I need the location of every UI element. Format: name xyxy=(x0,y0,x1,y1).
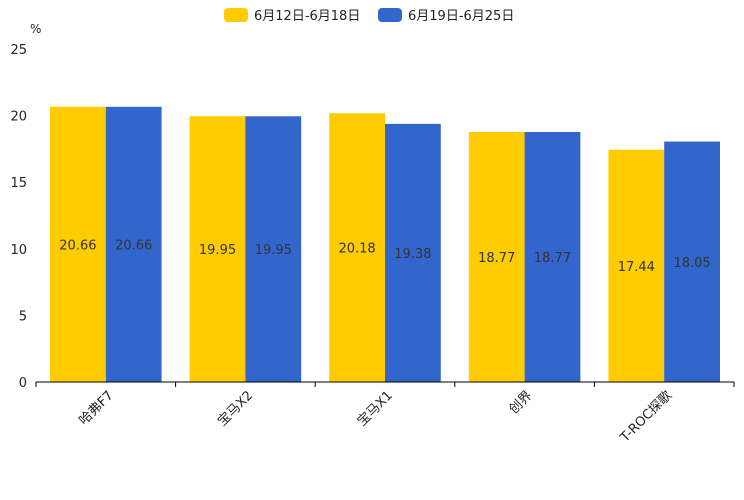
x-tick-label: 创界 xyxy=(506,388,535,417)
y-tick-label: 15 xyxy=(10,176,27,191)
bar xyxy=(608,149,665,382)
data-label: 19.95 xyxy=(199,243,236,258)
data-label: 20.66 xyxy=(59,238,96,253)
data-label: 19.95 xyxy=(255,243,292,258)
bar xyxy=(385,123,441,382)
y-tick-label: 10 xyxy=(10,243,27,258)
x-tick-label: 宝马X1 xyxy=(355,388,396,429)
bar xyxy=(664,141,720,382)
y-tick-label: 0 xyxy=(19,376,27,391)
y-tick-label: 20 xyxy=(10,110,27,125)
bar xyxy=(329,113,385,383)
bar xyxy=(524,131,581,382)
legend-label: 6月19日-6月25日 xyxy=(408,9,514,24)
bar xyxy=(468,131,525,382)
legend-swatch xyxy=(224,8,248,22)
data-label: 20.66 xyxy=(115,238,152,253)
bar xyxy=(189,116,246,383)
y-tick-label: 5 xyxy=(19,309,27,324)
bar xyxy=(50,106,106,382)
legend-label: 6月12日-6月18日 xyxy=(254,9,360,24)
x-tick-label: T-ROC探歌 xyxy=(617,388,675,446)
bar xyxy=(105,106,162,382)
y-axis-unit: % xyxy=(30,22,41,36)
data-label: 18.77 xyxy=(478,251,515,266)
data-label: 18.05 xyxy=(673,256,710,271)
data-label: 20.18 xyxy=(338,242,375,257)
x-tick-label: 宝马X2 xyxy=(215,388,256,429)
x-tick-label: 哈弗F7 xyxy=(77,388,117,428)
y-tick-label: 25 xyxy=(10,43,27,58)
data-label: 19.38 xyxy=(394,247,431,262)
data-label: 18.77 xyxy=(534,251,571,266)
data-label: 17.44 xyxy=(618,260,655,275)
bar xyxy=(245,116,302,383)
legend-swatch xyxy=(378,8,402,22)
